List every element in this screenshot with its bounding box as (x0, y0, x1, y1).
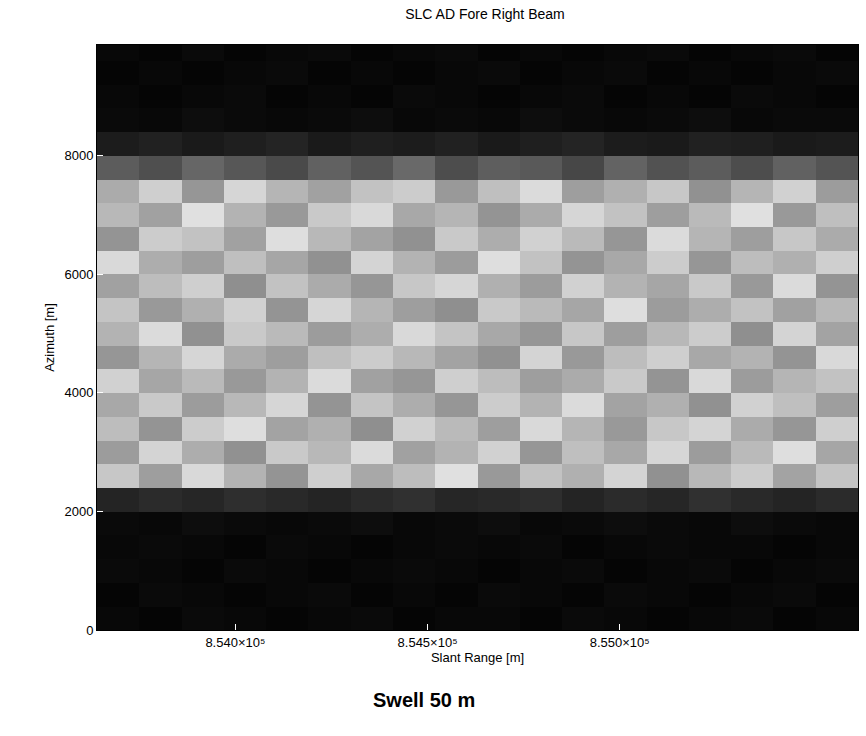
svg-text:Swell 50 m: Swell 50 m (373, 689, 475, 711)
svg-text:6000: 6000 (64, 267, 93, 282)
svg-text:8000: 8000 (64, 148, 93, 163)
svg-text:Slant Range [m]: Slant Range [m] (431, 650, 524, 665)
svg-text:4000: 4000 (64, 385, 93, 400)
svg-text:0: 0 (86, 623, 93, 638)
svg-text:SLC AD Fore Right Beam: SLC AD Fore Right Beam (405, 6, 565, 22)
svg-text:8.550×10⁵: 8.550×10⁵ (590, 635, 650, 650)
svg-text:8.545×10⁵: 8.545×10⁵ (398, 635, 458, 650)
svg-text:8.540×10⁵: 8.540×10⁵ (205, 635, 265, 650)
svg-text:Azimuth [m]: Azimuth [m] (42, 303, 57, 372)
svg-text:2000: 2000 (64, 504, 93, 519)
